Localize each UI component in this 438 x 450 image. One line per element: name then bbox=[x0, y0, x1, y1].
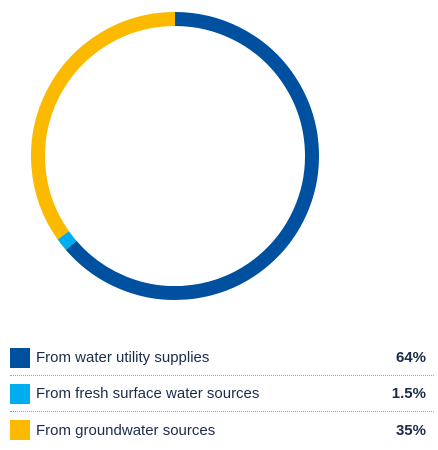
legend-label-groundwater: From groundwater sources bbox=[36, 421, 216, 439]
legend-swatch-groundwater bbox=[10, 420, 30, 440]
donut-slices bbox=[31, 12, 319, 300]
legend-value-groundwater: 35% bbox=[395, 421, 426, 439]
legend-value-utility: 64% bbox=[395, 349, 426, 366]
donut-slice-utility bbox=[65, 12, 319, 300]
legend-value-surface: 1.5% bbox=[391, 385, 426, 402]
legend-swatch-surface bbox=[10, 383, 30, 404]
donut-slice-surface bbox=[57, 231, 77, 250]
donut-chart bbox=[31, 12, 319, 300]
legend-row-groundwater: From groundwater sources 35% bbox=[10, 412, 434, 448]
legend-row-surface: From fresh surface water sources 1.5% bbox=[10, 376, 434, 412]
legend-swatch-utility bbox=[10, 347, 30, 368]
legend-row-utility: From water utility supplies 64% bbox=[10, 340, 434, 376]
legend-label-surface: From fresh surface water sources bbox=[36, 385, 260, 402]
legend-label-utility: From water utility supplies bbox=[36, 349, 210, 366]
legend: From water utility supplies 64% From fre… bbox=[10, 340, 434, 448]
donut-slice-groundwater bbox=[31, 12, 176, 240]
